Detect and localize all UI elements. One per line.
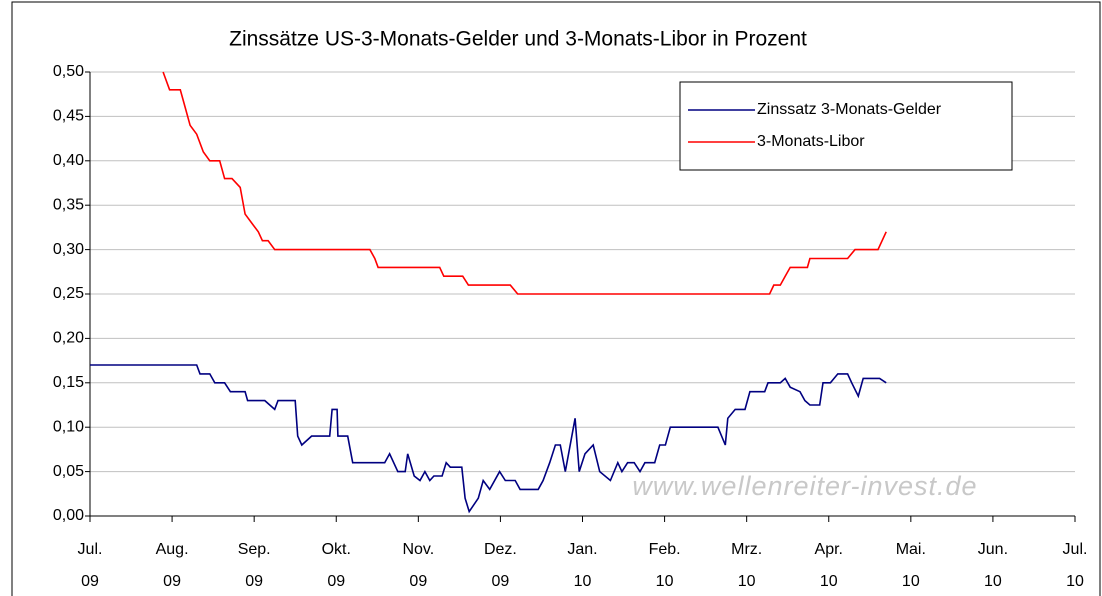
y-tick-label: 0,05	[53, 463, 84, 480]
x-tick-label: Okt. 09	[322, 541, 351, 590]
legend-label: 3-Monats-Libor	[757, 133, 865, 150]
x-tick-label: Aug. 09	[156, 541, 189, 590]
watermark: www.wellenreiter-invest.de	[632, 471, 977, 501]
x-tick-label: Dez. 09	[484, 541, 517, 590]
x-tick-label: Feb. 10	[649, 541, 681, 590]
y-tick-label: 0,45	[53, 108, 84, 125]
x-tick-label: Mrz. 10	[731, 541, 762, 590]
y-tick-label: 0,15	[53, 374, 84, 391]
y-tick-label: 0,50	[53, 63, 84, 80]
x-tick-label: Jun. 10	[978, 541, 1008, 590]
y-tick-label: 0,40	[53, 152, 84, 169]
x-tick-label: Sep. 09	[238, 541, 271, 590]
x-tick-label: Jan. 10	[567, 541, 597, 590]
x-tick-label: Nov. 09	[402, 541, 434, 590]
x-tick-label: Mai. 10	[896, 541, 926, 590]
x-tick-label: Apr. 10	[815, 541, 843, 590]
series-line	[90, 364, 887, 514]
x-tick-label: Jul. 10	[1063, 541, 1088, 590]
legend-label: Zinssatz 3-Monats-Gelder	[757, 101, 942, 118]
y-tick-label: 0,25	[53, 285, 84, 302]
x-tick-label: Jul. 09	[78, 541, 103, 590]
chart-title: Zinssätze US-3-Monats-Gelder und 3-Monat…	[229, 28, 807, 51]
y-tick-label: 0,35	[53, 196, 84, 213]
y-tick-label: 0,20	[53, 330, 84, 347]
y-tick-label: 0,00	[53, 507, 84, 524]
series-line	[162, 71, 887, 295]
y-tick-label: 0,10	[53, 418, 84, 435]
y-tick-label: 0,30	[53, 241, 84, 258]
legend-box	[679, 81, 1013, 171]
